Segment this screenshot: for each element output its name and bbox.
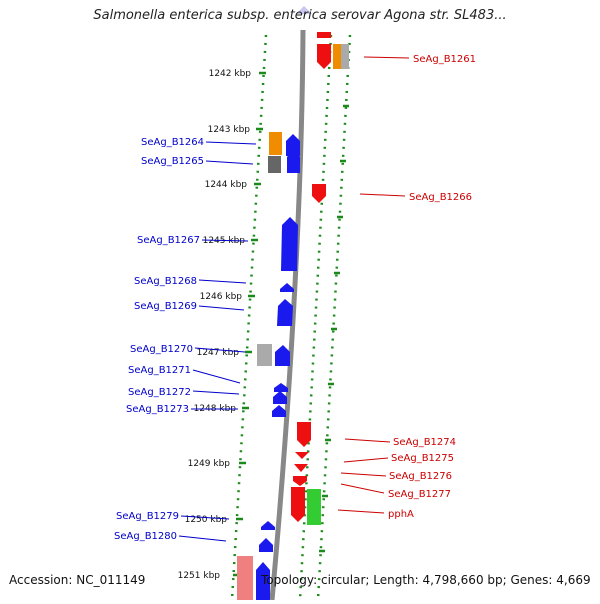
gene-feature[interactable] [293, 476, 307, 486]
gene-label[interactable]: SeAg_B1267 [137, 235, 200, 246]
gene-feature-green[interactable] [307, 489, 321, 525]
tick-marks [233, 71, 349, 577]
backbone-top-marker [296, 6, 312, 14]
gene-label[interactable]: SeAg_B1268 [134, 276, 197, 287]
tick-label: 1251 kbp [178, 571, 221, 581]
genome-backbone [269, 29, 306, 601]
gene-feature-orange[interactable] [333, 44, 341, 69]
gene-feature[interactable] [281, 217, 298, 271]
accession-label: Accession: NC_011149 [9, 573, 146, 587]
tick-label: 1243 kbp [208, 125, 251, 135]
leader-line [198, 305, 245, 311]
gene-feature[interactable] [317, 32, 331, 38]
leader-line [178, 535, 227, 542]
gene-label[interactable]: SeAg_B1272 [128, 387, 191, 398]
gene-feature[interactable] [286, 134, 300, 156]
leader-line [180, 515, 230, 520]
leader-line [340, 472, 387, 477]
gene-label[interactable]: SeAg_B1274 [393, 437, 456, 448]
gene-label[interactable]: pphA [388, 509, 414, 520]
reverse-strand-features [237, 132, 300, 600]
right-guide-line [316, 34, 352, 601]
left-guide-line [230, 34, 268, 601]
gene-feature[interactable] [259, 538, 273, 552]
gene-feature[interactable] [295, 452, 309, 459]
leader-line [201, 239, 249, 242]
gene-label[interactable]: SeAg_B1266 [409, 192, 472, 203]
gene-label[interactable]: SeAg_B1271 [128, 365, 191, 376]
gene-feature-gray[interactable] [268, 156, 281, 173]
gene-feature[interactable] [272, 405, 286, 417]
gene-feature[interactable] [275, 345, 290, 366]
tick-label: 1246 kbp [200, 292, 243, 302]
tick-label: 1250 kbp [185, 515, 228, 525]
gene-label[interactable]: SeAg_B1277 [388, 489, 451, 500]
leader-line [344, 438, 391, 443]
genome-title: Salmonella enterica subsp. enterica sero… [93, 8, 507, 23]
gene-feature[interactable] [294, 464, 308, 472]
forward-strand-features [291, 32, 349, 525]
gene-feature-light-gray[interactable] [341, 44, 349, 69]
leader-line [340, 483, 385, 494]
gene-label[interactable]: SeAg_B1265 [141, 156, 204, 167]
gene-label[interactable]: SeAg_B1270 [130, 344, 193, 355]
leader-line [359, 193, 406, 197]
gene-label[interactable]: SeAg_B1275 [391, 453, 454, 464]
gene-label[interactable]: SeAg_B1280 [114, 531, 177, 542]
gene-feature-light-gray[interactable] [257, 344, 272, 366]
leader-line [194, 347, 246, 353]
gene-feature[interactable] [297, 422, 311, 447]
gene-feature[interactable] [256, 562, 270, 600]
gene-feature-orange[interactable] [269, 132, 282, 155]
gene-feature[interactable] [317, 44, 331, 69]
tick-label: 1245 kbp [203, 236, 246, 246]
leader-line [363, 56, 410, 59]
gene-label[interactable]: SeAg_B1276 [389, 471, 452, 482]
gene-feature[interactable] [273, 391, 287, 404]
gene-label[interactable]: SeAg_B1279 [116, 511, 179, 522]
gene-label[interactable]: SeAg_B1264 [141, 137, 204, 148]
gene-feature[interactable] [280, 283, 294, 292]
gene-feature[interactable] [261, 521, 275, 530]
leader-line [198, 279, 247, 284]
leader-line [192, 390, 240, 395]
gene-label[interactable]: SeAg_B1269 [134, 301, 197, 312]
gene-feature[interactable] [291, 487, 305, 522]
leader-line [343, 457, 389, 463]
leader-line [205, 141, 257, 145]
gene-feature[interactable] [277, 299, 293, 326]
gene-label[interactable]: SeAg_B1261 [413, 54, 476, 65]
gene-feature[interactable] [274, 383, 288, 392]
tick-label: 1244 kbp [205, 180, 248, 190]
leader-line [337, 509, 385, 514]
topology-summary: Topology: circular; Length: 4,798,660 bp… [261, 573, 591, 587]
tick-label: 1249 kbp [188, 459, 231, 469]
gene-label[interactable]: SeAg_B1273 [126, 404, 189, 415]
leader-line [192, 369, 241, 384]
tick-label: 1242 kbp [209, 69, 252, 79]
gene-feature[interactable] [312, 184, 326, 203]
tick-label: 1247 kbp [197, 348, 240, 358]
leader-line [205, 160, 254, 165]
gene-feature-pink[interactable] [237, 556, 253, 600]
